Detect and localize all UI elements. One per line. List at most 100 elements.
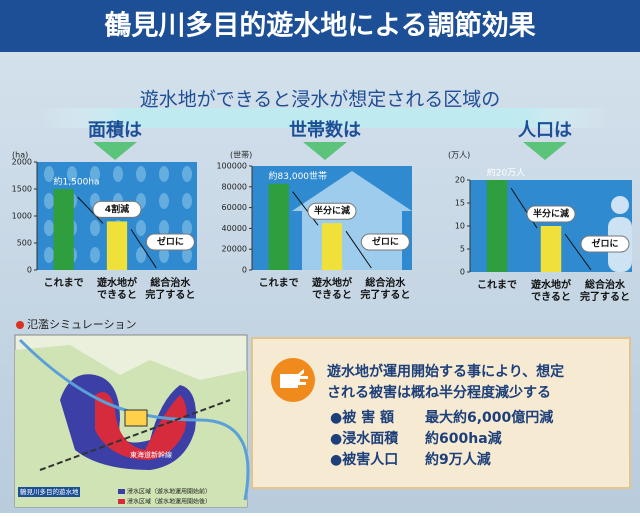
y-tick-label: 1000 bbox=[12, 212, 32, 221]
y-tick-label: 0 bbox=[460, 268, 465, 277]
trend-arrow bbox=[130, 229, 157, 269]
annotation: ゼロに bbox=[372, 236, 399, 248]
y-tick-label: 100000 bbox=[216, 162, 247, 171]
raindrop bbox=[44, 193, 54, 209]
person-head bbox=[611, 196, 629, 214]
annotation-box bbox=[307, 202, 357, 220]
map-bullet bbox=[16, 321, 24, 329]
map-label: 東海道新幹線 bbox=[130, 450, 172, 459]
raindrop bbox=[90, 220, 100, 236]
bar bbox=[321, 223, 343, 270]
value-label: 約83,000世帯 bbox=[269, 170, 328, 182]
bar bbox=[540, 226, 562, 272]
chart-title: 世帯数は bbox=[289, 119, 361, 141]
raindrop bbox=[90, 247, 100, 263]
bar bbox=[268, 183, 289, 270]
hand-icon bbox=[280, 369, 308, 388]
annotation: ゼロに bbox=[157, 236, 184, 248]
annotation: 4割減 bbox=[105, 203, 129, 215]
trend-arrow bbox=[292, 191, 319, 226]
summary-lead: される被害は概ね半分程度減少する bbox=[327, 384, 551, 401]
y-axis-label: (世帯) bbox=[230, 150, 252, 160]
raindrop bbox=[67, 166, 77, 182]
map-label: 鶴見川多目的遊水地 bbox=[20, 487, 79, 496]
summary-lead: 遊水地が運用開始する事により、想定 bbox=[327, 363, 564, 380]
y-axis-label: (ha) bbox=[12, 151, 28, 160]
bar bbox=[53, 189, 74, 270]
summary-item-value: 約9万人減 bbox=[425, 451, 491, 468]
annotation-box bbox=[360, 233, 410, 251]
x-tick-label: これまで bbox=[259, 277, 299, 289]
chart-title: 人口は bbox=[518, 120, 572, 141]
y-tick-label: 2000 bbox=[12, 158, 32, 167]
value-label: 約20万人 bbox=[487, 167, 525, 179]
x-tick-label: これまで bbox=[44, 277, 84, 289]
y-tick-label: 1500 bbox=[12, 185, 32, 194]
x-tick-label: 総合治水完了すると bbox=[145, 276, 195, 301]
map-label-box bbox=[18, 487, 80, 497]
header-title: 鶴見川多目的遊水地による調節効果 bbox=[104, 10, 535, 42]
y-tick-label: 0 bbox=[27, 266, 32, 275]
bar bbox=[106, 221, 128, 270]
x-tick-label: 総合治水完了すると bbox=[580, 278, 630, 303]
x-tick-label: これまで bbox=[477, 279, 517, 291]
annotation-box bbox=[526, 205, 576, 223]
y-tick-label: 80000 bbox=[222, 182, 247, 191]
raindrop bbox=[113, 166, 123, 182]
trend-arrow bbox=[345, 230, 372, 269]
banner-text: 遊水地ができると浸水が想定される区域の bbox=[140, 89, 501, 111]
annotation: 半分に減 bbox=[533, 208, 569, 220]
raindrop bbox=[182, 193, 192, 209]
y-tick-label: 10 bbox=[455, 222, 465, 231]
x-tick-label: 遊水地ができると bbox=[312, 276, 353, 301]
legend-swatch bbox=[118, 489, 125, 494]
raindrop bbox=[182, 166, 192, 182]
y-tick-label: 20 bbox=[455, 176, 465, 185]
header-band bbox=[0, 0, 640, 52]
raindrop bbox=[136, 247, 146, 263]
raindrop bbox=[136, 220, 146, 236]
summary-item-value: 約600ha減 bbox=[425, 430, 502, 447]
arrow-down bbox=[93, 142, 137, 160]
y-tick-label: 40000 bbox=[222, 224, 247, 233]
annotation: ゼロに bbox=[591, 238, 618, 250]
raindrop bbox=[182, 220, 192, 236]
annotation-box bbox=[580, 235, 630, 253]
raindrop bbox=[90, 166, 100, 182]
trend-arrow bbox=[564, 233, 592, 271]
x-tick-label: 遊水地ができると bbox=[531, 278, 572, 303]
raindrop bbox=[159, 220, 169, 236]
y-tick-label: 5 bbox=[460, 245, 465, 254]
raindrop bbox=[159, 166, 169, 182]
map-title: 氾濫シミュレーション bbox=[27, 318, 137, 331]
summary-item-label: ●浸水面積 bbox=[330, 430, 399, 447]
summary-item-value: 最大約6,000億円減 bbox=[425, 409, 553, 426]
y-tick-label: 60000 bbox=[222, 203, 247, 212]
raindrop bbox=[159, 193, 169, 209]
y-tick-label: 500 bbox=[17, 239, 32, 248]
raindrop bbox=[182, 247, 192, 263]
chart-title: 面積は bbox=[88, 119, 142, 141]
y-axis-label: (万人) bbox=[448, 151, 470, 160]
x-tick-label: 遊水地ができると bbox=[97, 276, 138, 301]
legend-text: 浸水区域（遊水地運用開始後） bbox=[127, 498, 211, 506]
value-label: 約1,500ha bbox=[54, 176, 100, 188]
raindrop bbox=[44, 166, 54, 182]
x-tick-label: 総合治水完了すると bbox=[360, 276, 410, 301]
y-tick-label: 15 bbox=[455, 199, 465, 208]
y-tick-label: 0 bbox=[242, 266, 247, 275]
summary-item-label: ●被害人口 bbox=[330, 451, 398, 468]
bar bbox=[486, 180, 508, 272]
raindrop bbox=[159, 247, 169, 263]
trend-arrow bbox=[77, 196, 104, 224]
summary-item-label: ●被 害 額 bbox=[330, 409, 394, 426]
annotation-box bbox=[145, 233, 195, 251]
annotation-box bbox=[92, 200, 142, 218]
raindrop bbox=[44, 247, 54, 263]
arrow-down bbox=[523, 142, 567, 160]
summary-box bbox=[251, 337, 631, 489]
y-tick-label: 20000 bbox=[222, 245, 247, 254]
map bbox=[14, 334, 250, 508]
raindrop bbox=[44, 220, 54, 236]
